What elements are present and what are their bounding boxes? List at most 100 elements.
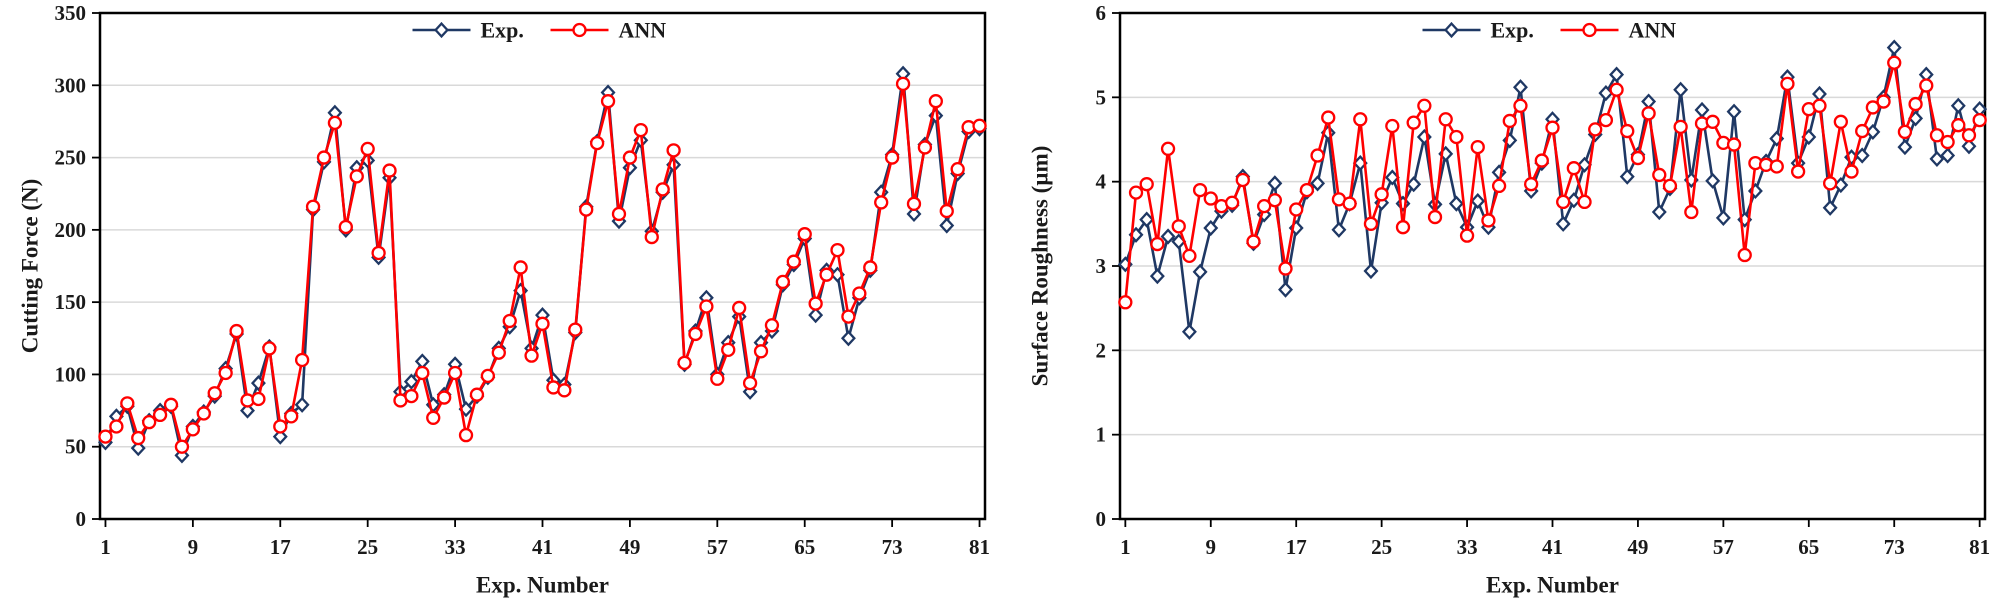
y-tick-label: 350 [55,1,87,25]
ann-circle-marker-icon [1598,112,1614,128]
ann-circle-marker-icon [196,406,211,421]
ann-circle-marker-icon [1630,150,1646,166]
ann-circle-marker-icon [1972,112,1987,128]
exp-diamond-marker-icon [240,402,255,419]
exp-diamond-marker-icon [1950,97,1966,114]
ann-circle-marker-icon [371,245,386,261]
ann-circle-marker-icon [950,161,965,177]
legend-ann-marker-icon [1582,22,1597,38]
exp-diamond-marker-icon [808,307,824,324]
ann-circle-marker-icon [1534,153,1549,168]
ann-circle-marker-icon [1203,191,1218,206]
ann-circle-marker-icon [251,391,266,407]
ann-circle-marker-icon [622,150,638,165]
ann-circle-marker-icon [109,419,124,434]
ann-circle-marker-icon [1267,193,1282,208]
ann-circle-marker-icon [142,414,157,430]
ann-circle-marker-icon [1470,139,1485,155]
y-tick-label: 1 [1096,423,1107,447]
x-tick-label: 57 [707,535,728,559]
ann-circle-marker-icon [207,386,222,401]
exp-diamond-marker-icon [1139,211,1155,228]
ann-series-line [104,82,980,448]
ann-circle-marker-icon [1780,76,1795,91]
ann-circle-marker-icon [426,410,441,425]
y-tick-label: 4 [1096,170,1107,194]
ann-circle-marker-icon [1353,112,1368,127]
ann-circle-marker-icon [1289,202,1304,217]
ann-circle-marker-icon [437,390,452,405]
legend-ann-label: ANN [1629,18,1677,43]
y-tick-label: 150 [55,290,87,314]
ann-circle-marker-icon [382,163,397,178]
exp-diamond-marker-icon [1160,228,1176,245]
ann-circle-marker-icon [1182,248,1197,264]
ann-circle-marker-icon [1940,134,1955,150]
ann-circle-marker-icon [502,313,517,329]
ann-circle-marker-icon [1662,178,1678,194]
ann-circle-marker-icon [294,352,310,368]
ann-circle-marker-icon [710,371,725,386]
exp-diamond-marker-icon [939,217,955,234]
ann-circle-marker-icon [316,150,332,165]
ann-circle-marker-icon [1823,176,1838,191]
x-tick-label: 33 [445,535,466,559]
ann-circle-marker-icon [655,182,670,197]
legend-exp-label: Exp. [481,18,524,43]
ann-series-markers [1118,55,1987,310]
exp-diamond-marker-icon [1854,147,1870,164]
ann-circle-marker-icon [939,203,954,219]
ann-circle-marker-icon [1417,98,1432,113]
y-tick-label: 250 [55,146,87,170]
exp-diamond-marker-icon [403,373,419,390]
ann-circle-marker-icon [579,202,594,217]
legend-ann-label: ANN [619,18,667,43]
exp-diamond-marker-icon [1278,281,1293,298]
x-axis-title: Exp. Number [1486,573,1619,598]
x-tick-label: 57 [1713,535,1734,559]
exp-diamond-marker-icon [1448,195,1464,212]
y-tick-label: 5 [1096,85,1107,109]
ann-circle-marker-icon [415,365,430,381]
x-tick-label: 9 [188,535,199,559]
ann-circle-marker-icon [1641,106,1656,121]
ann-circle-marker-icon [262,341,277,356]
x-tick-label: 17 [270,535,291,559]
ann-circle-marker-icon [874,195,889,210]
x-tick-label: 65 [1798,535,1819,559]
ann-circle-marker-icon [742,375,758,391]
ann-circle-marker-icon [1929,128,1945,143]
exp-diamond-marker-icon [1363,262,1379,280]
ann-circle-marker-icon [1395,220,1411,235]
ann-circle-marker-icon [513,260,528,275]
ann-circle-marker-icon [1684,204,1699,220]
ann-circle-marker-icon [677,355,692,371]
x-tick-label: 1 [100,535,111,559]
x-axis-title: Exp. Number [476,573,609,598]
ann-circle-marker-icon [1406,115,1421,130]
ann-circle-marker-icon [273,419,288,434]
ann-circle-marker-icon [1951,118,1966,133]
ann-circle-marker-icon [1566,161,1582,176]
ann-circle-marker-icon [1427,209,1443,225]
exp-diamond-marker-icon [1609,66,1625,83]
ann-circle-marker-icon [163,397,179,412]
ann-circle-marker-icon [1513,98,1528,113]
ann-circle-marker-icon [1833,114,1848,129]
y-tick-label: 50 [65,435,86,459]
exp-diamond-marker-icon [1577,156,1593,173]
ann-circle-marker-icon [1769,159,1784,174]
x-tick-label: 25 [357,535,378,559]
exp-diamond-marker-icon [1673,81,1689,98]
ann-circle-marker-icon [1118,295,1133,310]
cutting-force-chart: 0 50 100 150 200 250 300 350 1 9 17 25 33 41 49 57 65 73 8… [18,1,991,598]
x-tick-label: 9 [1206,535,1217,559]
ann-circle-marker-icon [284,409,299,424]
ann-circle-marker-icon [524,348,539,363]
ann-circle-marker-icon [1481,213,1496,228]
legend-exp-label: Exp. [1491,18,1534,43]
ann-circle-marker-icon [458,427,474,443]
exp-diamond-marker-icon [1651,203,1667,221]
x-tick-label: 17 [1286,535,1307,559]
